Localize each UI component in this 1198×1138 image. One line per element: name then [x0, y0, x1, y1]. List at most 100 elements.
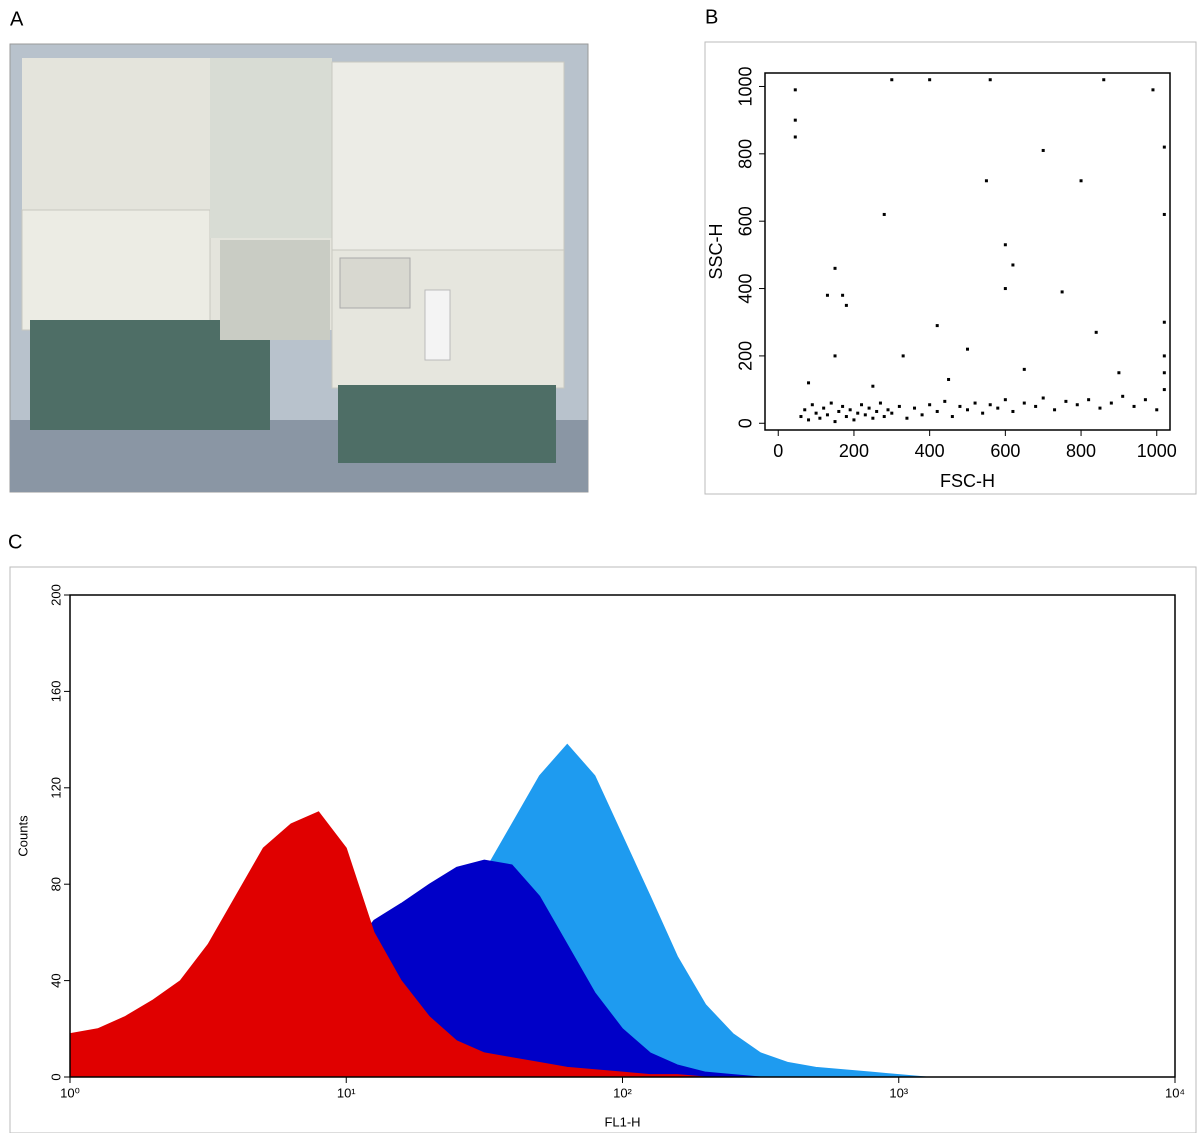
- point: [825, 293, 829, 297]
- point: [1022, 401, 1026, 405]
- x-tick-label: 600: [990, 441, 1020, 461]
- point: [1121, 394, 1125, 398]
- point: [841, 293, 845, 297]
- point: [996, 406, 1000, 410]
- point: [1162, 212, 1166, 216]
- panel-frame: [704, 41, 1197, 495]
- point: [856, 411, 860, 415]
- point: [901, 354, 905, 358]
- point: [1022, 367, 1026, 371]
- x-tick-label: 10¹: [337, 1085, 356, 1100]
- photo: [9, 43, 589, 493]
- point: [882, 415, 886, 419]
- point: [844, 415, 848, 419]
- point: [799, 415, 803, 419]
- point: [943, 399, 947, 403]
- point: [1162, 388, 1166, 392]
- point: [1053, 408, 1057, 412]
- point: [871, 384, 875, 388]
- x-tick-label: 10⁰: [60, 1085, 80, 1100]
- x-tick-label: 10⁴: [1165, 1085, 1185, 1100]
- point: [848, 408, 852, 412]
- y-tick-label: 600: [736, 206, 756, 236]
- point: [1075, 403, 1079, 407]
- point: [984, 179, 988, 183]
- point: [935, 409, 939, 413]
- panel-label: B: [705, 6, 718, 28]
- point: [1011, 409, 1015, 413]
- point: [1151, 88, 1155, 92]
- point: [833, 354, 837, 358]
- point: [1162, 320, 1166, 324]
- point: [897, 404, 901, 408]
- point: [841, 404, 845, 408]
- point: [852, 418, 856, 422]
- point: [860, 403, 864, 407]
- point: [1041, 396, 1045, 400]
- point: [1162, 371, 1166, 375]
- panel-label: C: [8, 531, 22, 553]
- y-axis-label: Counts: [15, 815, 30, 857]
- point: [863, 413, 867, 417]
- point: [966, 408, 969, 412]
- point: [913, 406, 917, 410]
- point: [928, 403, 932, 407]
- point: [1094, 330, 1098, 334]
- x-tick-label: 200: [839, 441, 869, 461]
- y-tick-label: 0: [736, 418, 756, 428]
- point: [1060, 290, 1064, 294]
- x-axis-label: FSC-H: [940, 471, 995, 491]
- y-tick-label: 1000: [736, 66, 756, 106]
- x-tick-label: 400: [915, 441, 945, 461]
- point: [793, 88, 797, 92]
- plot-frame: [764, 72, 1171, 431]
- point: [1162, 145, 1166, 149]
- point: [950, 415, 954, 419]
- point: [867, 406, 871, 410]
- point: [920, 413, 924, 417]
- point: [1034, 404, 1038, 408]
- point: [793, 118, 797, 122]
- point: [803, 408, 807, 412]
- x-axis-label: FL1-H: [604, 1114, 640, 1129]
- point: [1132, 404, 1136, 408]
- point: [844, 303, 848, 307]
- point: [966, 347, 969, 351]
- y-tick-label: 0: [48, 1073, 63, 1080]
- y-tick-label: 40: [48, 973, 63, 987]
- y-tick-label: 160: [48, 681, 63, 703]
- point: [1079, 179, 1083, 183]
- x-tick-label: 1000: [1137, 441, 1177, 461]
- point: [1102, 78, 1106, 82]
- point: [1087, 398, 1091, 402]
- point: [1041, 148, 1045, 152]
- point: [833, 420, 837, 424]
- point: [988, 78, 992, 82]
- point: [947, 377, 951, 381]
- point: [833, 266, 837, 270]
- point: [981, 411, 985, 415]
- y-axis-label: SSC-H: [706, 223, 726, 279]
- point: [1003, 243, 1007, 247]
- point: [1162, 354, 1166, 358]
- point: [1003, 287, 1007, 291]
- point: [818, 416, 822, 420]
- point: [988, 403, 992, 407]
- point: [807, 418, 811, 422]
- x-tick-label: 0: [773, 441, 783, 461]
- panel-label: A: [10, 8, 24, 30]
- point: [928, 78, 932, 82]
- point: [905, 416, 909, 420]
- y-tick-label: 200: [48, 584, 63, 606]
- point: [1155, 408, 1159, 412]
- y-tick-label: 800: [736, 139, 756, 169]
- point: [958, 404, 962, 408]
- point: [793, 135, 797, 139]
- point: [837, 409, 841, 413]
- y-tick-label: 120: [48, 777, 63, 799]
- point: [890, 78, 894, 82]
- y-tick-label: 200: [736, 341, 756, 371]
- x-tick-label: 800: [1066, 441, 1096, 461]
- x-tick-label: 10³: [889, 1085, 908, 1100]
